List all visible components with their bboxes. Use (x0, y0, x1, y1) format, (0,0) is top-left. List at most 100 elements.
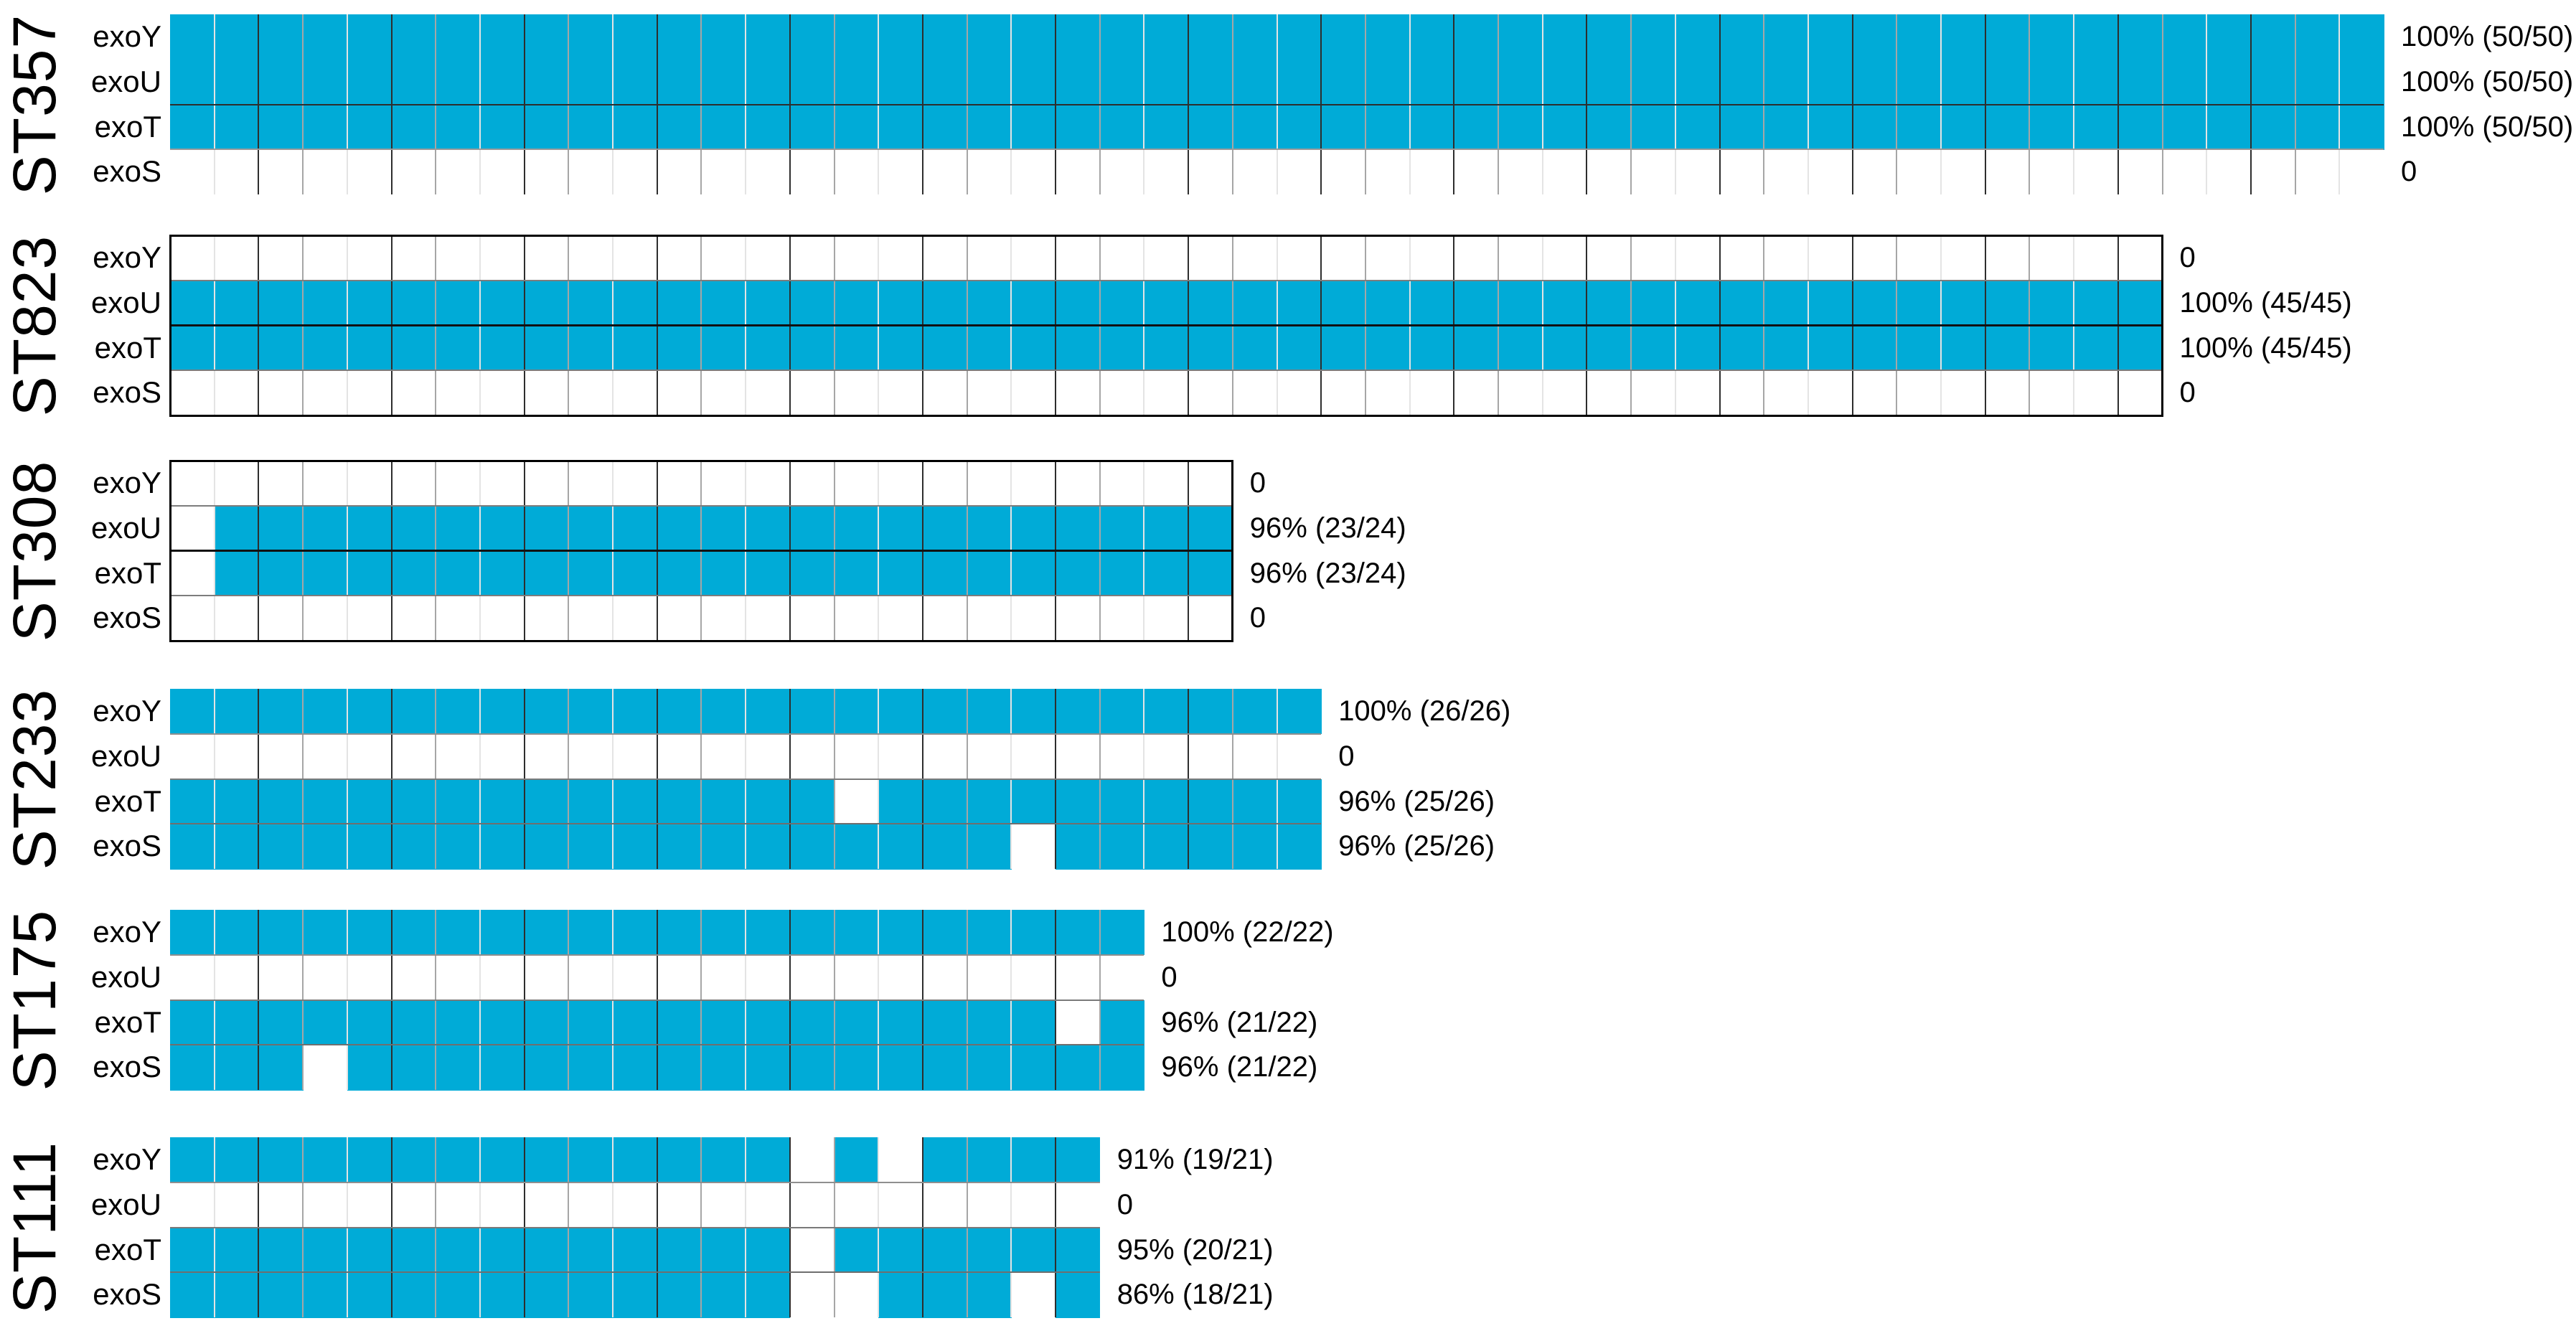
cell-absent (1144, 734, 1188, 779)
cell-absent (746, 955, 790, 1000)
cell-present (303, 14, 348, 60)
cell-present (922, 689, 968, 735)
cell-present (170, 59, 215, 105)
row-divider (170, 999, 1144, 1001)
cell-present (878, 824, 923, 870)
cell-present (303, 1227, 348, 1273)
cell-present (1719, 325, 1764, 371)
cell-present (1056, 779, 1101, 824)
cell-present (436, 550, 481, 596)
cell-present (746, 505, 791, 552)
cell-present (789, 505, 835, 552)
cell-present (347, 104, 392, 150)
cell-present (878, 779, 923, 824)
cell-present (391, 824, 436, 870)
cell-present (258, 910, 304, 956)
cell-absent (215, 955, 259, 1000)
cell-absent (1675, 149, 1720, 194)
cell-present (436, 14, 481, 60)
stat-label-ST175-exoU: 0 (1161, 961, 1177, 993)
cell-present (878, 325, 923, 371)
cell-present (701, 910, 746, 956)
cell-present (214, 1272, 259, 1318)
cell-present (746, 550, 791, 596)
cell-present (834, 824, 879, 870)
cell-present (922, 59, 968, 105)
cell-present (1852, 59, 1897, 105)
cell-absent (657, 149, 702, 194)
cell-present (303, 910, 348, 956)
cell-present (568, 550, 614, 596)
stat-label-ST357-exoS: 0 (2401, 156, 2417, 188)
cell-present (746, 910, 791, 956)
cell-present (214, 104, 259, 150)
cell-absent (701, 955, 746, 1000)
cell-absent (568, 734, 613, 779)
cell-absent (1808, 149, 1853, 194)
cell-present (1144, 59, 1189, 105)
cell-present (1011, 1227, 1056, 1273)
cell-present (746, 824, 791, 870)
cell-absent (1100, 149, 1144, 194)
row-divider (170, 149, 2384, 151)
cell-absent (525, 734, 569, 779)
cell-present (657, 779, 702, 824)
cell-present (347, 1000, 392, 1045)
cell-absent (1365, 149, 1410, 194)
cell-present (436, 280, 481, 326)
cell-present (524, 505, 569, 552)
cell-present (258, 104, 304, 150)
cell-present (524, 325, 569, 371)
cell-present (347, 59, 392, 105)
gene-label-ST823-exoT: exoT (94, 330, 161, 365)
cell-present (1498, 325, 1543, 371)
cell-absent (1985, 149, 2030, 194)
cell-present (1719, 14, 1764, 60)
cell-present (789, 59, 835, 105)
cell-present (2339, 104, 2384, 150)
cell-absent (2029, 149, 2074, 194)
cell-present (613, 505, 658, 552)
cell-present (878, 910, 923, 956)
row-divider (170, 595, 1233, 597)
cell-present (2117, 14, 2163, 60)
cell-present (1011, 59, 1056, 105)
cell-present (1144, 325, 1189, 371)
cell-present (391, 1227, 436, 1273)
cell-present (701, 550, 746, 596)
cell-present (967, 1272, 1012, 1318)
cell-present (1365, 280, 1411, 326)
cell-present (1764, 14, 1809, 60)
cell-present (613, 689, 658, 735)
cell-present (436, 104, 481, 150)
cell-present (834, 910, 879, 956)
cell-present (1542, 104, 1587, 150)
cell-present (613, 1137, 658, 1183)
cell-present (170, 910, 215, 956)
cell-present (1542, 59, 1587, 105)
cell-present (657, 280, 702, 326)
cell-present (2029, 14, 2074, 60)
cell-present (789, 910, 835, 956)
stat-label-ST233-exoT: 96% (25/26) (1338, 785, 1495, 817)
cell-present (524, 689, 569, 735)
cell-present (1454, 59, 1499, 105)
cell-present (170, 689, 215, 735)
cell-present (258, 1045, 304, 1091)
stat-label-ST823-exoT: 100% (45/45) (2179, 331, 2352, 364)
cell-present (1941, 325, 1986, 371)
cell-present (391, 689, 436, 735)
cell-present (258, 824, 304, 870)
group-border-ST308 (169, 459, 1234, 642)
cell-present (746, 59, 791, 105)
cell-absent (835, 955, 879, 1000)
cell-present (568, 1137, 614, 1183)
cell-absent (701, 1182, 746, 1228)
cell-present (524, 910, 569, 956)
cell-present (391, 1045, 436, 1091)
cell-present (1099, 689, 1144, 735)
cell-absent (746, 734, 790, 779)
cell-present (1985, 325, 2030, 371)
cell-present (1056, 1227, 1101, 1273)
cell-absent (1454, 149, 1498, 194)
